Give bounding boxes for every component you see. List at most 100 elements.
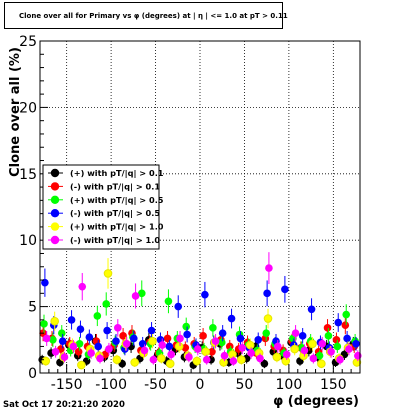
legend-marker (50, 209, 60, 218)
data-point (336, 355, 344, 364)
data-point (317, 359, 326, 369)
legend-label: (+) with pT/|q| > 0.5 (70, 195, 164, 205)
data-point (103, 326, 111, 335)
data-point (103, 269, 113, 278)
data-point (60, 353, 69, 361)
data-point (218, 329, 227, 337)
data-point (76, 325, 85, 333)
data-series (38, 252, 362, 370)
data-point (182, 322, 191, 331)
data-point (176, 334, 184, 343)
data-point (165, 342, 174, 351)
data-point (58, 337, 67, 345)
data-point (209, 324, 217, 332)
data-point (318, 339, 327, 348)
data-point (42, 334, 51, 343)
data-point (342, 310, 351, 319)
data-point (298, 332, 307, 340)
data-point (291, 329, 300, 337)
data-point (163, 334, 172, 343)
data-point (69, 342, 78, 351)
data-point (51, 347, 60, 356)
data-point (41, 278, 49, 287)
data-point (332, 336, 341, 344)
legend-label: (-) with pT/|q| > 0.1 (70, 181, 160, 191)
data-point (129, 334, 138, 343)
data-point (262, 329, 271, 337)
data-point (227, 314, 236, 323)
data-point (174, 302, 183, 311)
x-tick-label: 0 (196, 377, 205, 393)
data-point (245, 340, 255, 350)
data-point (315, 351, 324, 360)
data-point (272, 352, 282, 362)
legend-box (42, 164, 160, 250)
data-point (343, 334, 351, 343)
data-point (333, 342, 342, 351)
data-point (352, 339, 360, 348)
data-point (263, 289, 271, 298)
data-point (220, 351, 229, 360)
data-point (327, 347, 335, 356)
legend-label: (+) with pT/|q| > 1.0 (70, 222, 164, 232)
data-point (281, 356, 291, 366)
data-point (85, 333, 94, 341)
data-point (57, 329, 66, 337)
data-point (112, 337, 120, 345)
data-point (308, 339, 317, 349)
data-point (211, 337, 220, 345)
legend-marker (50, 168, 60, 178)
data-point (67, 316, 76, 324)
y-tick-label: 25 (19, 34, 37, 50)
data-point (140, 346, 149, 355)
data-point (112, 355, 122, 365)
data-point (217, 338, 226, 347)
x-tick-label: -100 (95, 377, 127, 393)
data-point (122, 339, 131, 348)
data-point (164, 297, 173, 306)
data-point (181, 343, 190, 352)
y-tick-label: 5 (28, 300, 37, 316)
axes: 0 5 10 15 20 25 -150 -100 -50 0 50 100 150 (19, 34, 352, 393)
data-point (247, 349, 255, 357)
data-point (40, 320, 48, 328)
legend-marker (50, 222, 60, 231)
data-point (137, 289, 146, 298)
data-point (274, 342, 282, 351)
data-point (341, 321, 350, 329)
data-point (183, 330, 191, 339)
data-point (324, 332, 333, 340)
data-point (194, 345, 202, 353)
x-tick-label: 100 (276, 377, 303, 393)
datestamp: Sat Oct 17 20:21:20 2020 (3, 400, 125, 410)
x-axis-label: φ (degrees) (273, 394, 359, 409)
legend-label: (-) with pT/|q| > 0.5 (70, 208, 160, 218)
data-point (202, 355, 211, 364)
chart-title: Clone over all for Primary vs φ (degrees… (19, 12, 288, 20)
data-point (228, 350, 237, 359)
data-point (300, 346, 309, 355)
legend-marker (50, 195, 60, 204)
data-point (199, 332, 207, 340)
data-point (237, 355, 246, 365)
data-point (131, 292, 140, 300)
y-tick-label: 10 (19, 233, 37, 249)
data-point (290, 344, 299, 354)
x-tick-label: 150 (320, 377, 347, 393)
data-point (149, 355, 158, 364)
data-point (78, 282, 87, 291)
data-point (50, 316, 59, 326)
data-point (192, 356, 202, 366)
title-box: Clone over all for Primary vs φ (degrees… (4, 2, 288, 29)
data-point (229, 357, 238, 365)
data-point (74, 347, 83, 356)
legend: (+) with pT/|q| > 0.1 (-) with pT/|q| > 0… (42, 164, 164, 250)
data-point (158, 341, 167, 349)
data-point (96, 354, 104, 363)
y-axis-label: Clone over all (%) (8, 47, 23, 177)
data-point (157, 354, 166, 363)
data-point (256, 354, 264, 363)
legend-label: (+) with pT/|q| > 0.1 (70, 168, 164, 178)
data-point (238, 343, 247, 352)
data-point (309, 354, 318, 363)
